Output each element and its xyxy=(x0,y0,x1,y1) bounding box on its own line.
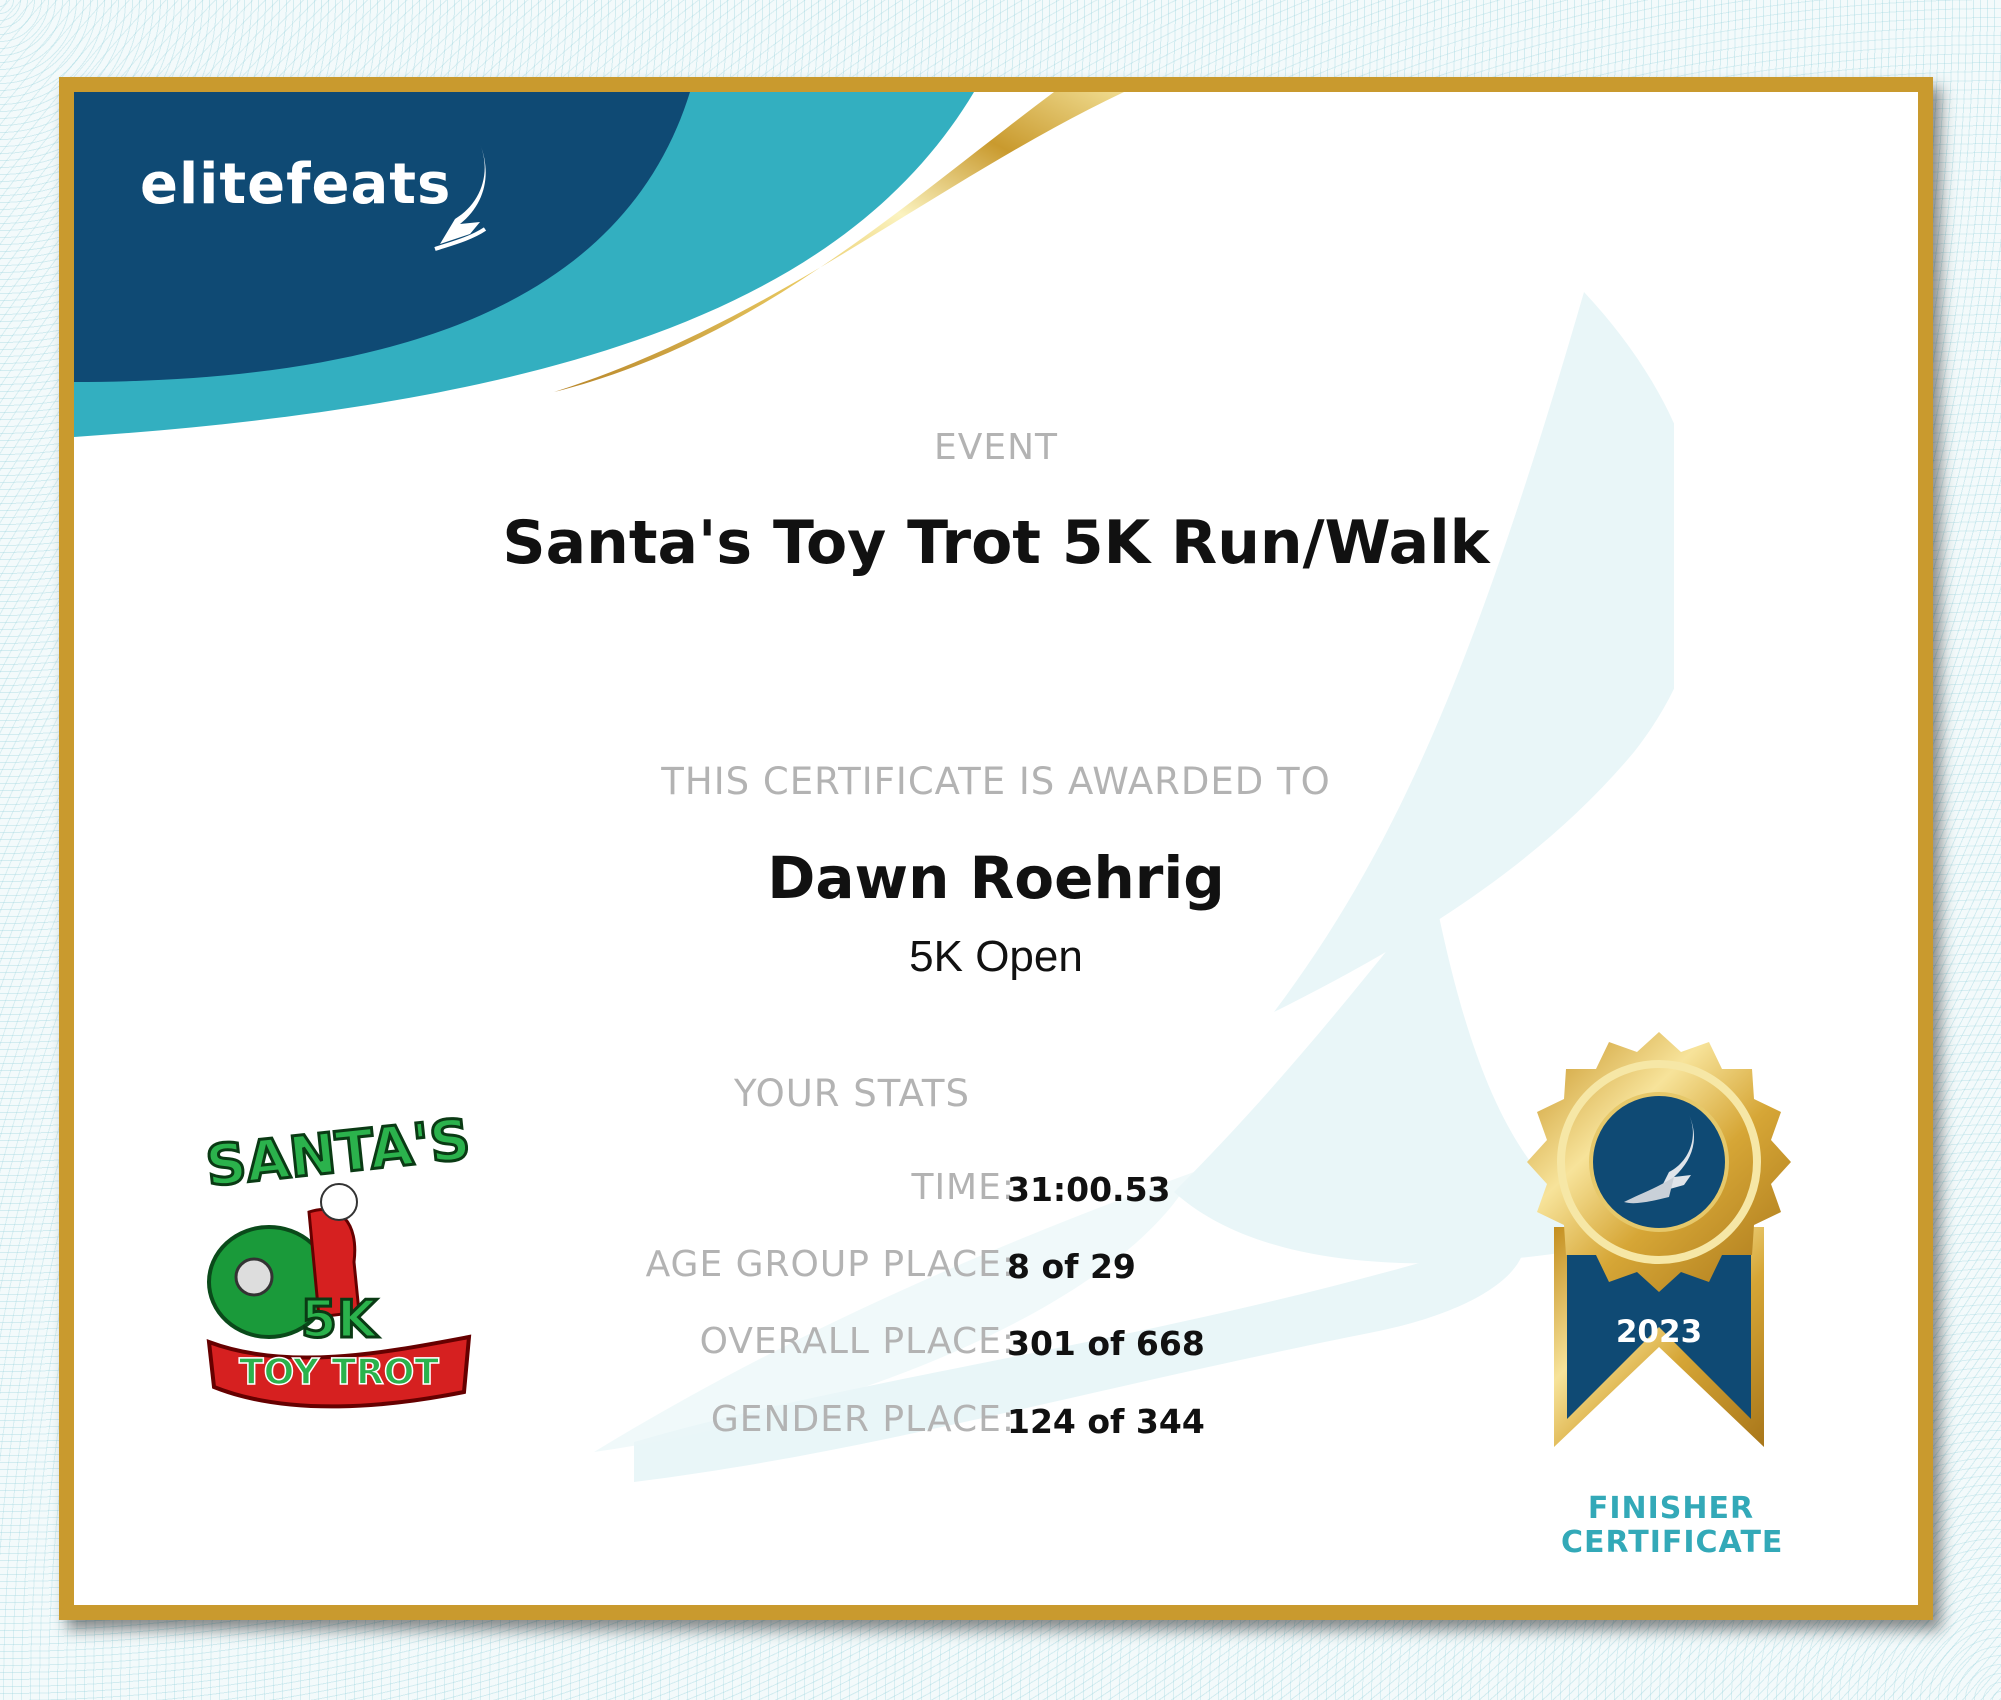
svg-text:SANTA'S: SANTA'S xyxy=(203,1107,474,1199)
gold-ribbon xyxy=(554,92,1124,392)
stat-row-age-group-place: AGE GROUP PLACE: 8 of 29 xyxy=(645,1244,1136,1286)
stat-row-overall-place: OVERALL PLACE: 301 of 668 xyxy=(699,1321,1205,1363)
finisher-caption: FINISHER CERTIFICATE xyxy=(1561,1491,1784,1560)
stat-row-time: TIME: 31:00.53 xyxy=(911,1167,1171,1209)
event-name: Santa's Toy Trot 5K Run/Walk xyxy=(502,508,1490,578)
santas-toy-trot-logo: SANTA'S 5K TOY TROT xyxy=(201,1106,475,1409)
elitefeats-logo: elitefeats xyxy=(140,144,487,251)
stats-table: TIME: 31:00.53 AGE GROUP PLACE: 8 of 29 … xyxy=(74,1167,1918,1487)
event-label: EVENT xyxy=(933,427,1059,468)
navy-band xyxy=(74,92,690,382)
header-swoosh xyxy=(74,92,1124,437)
finisher-medal: 2023 xyxy=(1527,1032,1791,1447)
certificate: elitefeats EVENT Santa's Toy Trot 5K Run… xyxy=(59,77,1933,1620)
winged-foot-icon xyxy=(1624,1115,1694,1204)
your-stats-label: YOUR STATS xyxy=(734,1072,970,1115)
svg-text:2023: 2023 xyxy=(1616,1314,1702,1350)
awarded-to-label: THIS CERTIFICATE IS AWARDED TO xyxy=(661,760,1331,803)
winged-foot-icon xyxy=(434,144,487,251)
svg-text:TOY TROT: TOY TROT xyxy=(239,1352,439,1393)
stat-row-gender-place: GENDER PLACE: 124 of 344 xyxy=(710,1399,1205,1441)
division: 5K Open xyxy=(909,932,1083,981)
winged-foot-watermark-icon xyxy=(594,292,1674,1482)
svg-text:5K: 5K xyxy=(301,1290,379,1350)
recipient-name: Dawn Roehrig xyxy=(767,844,1225,912)
